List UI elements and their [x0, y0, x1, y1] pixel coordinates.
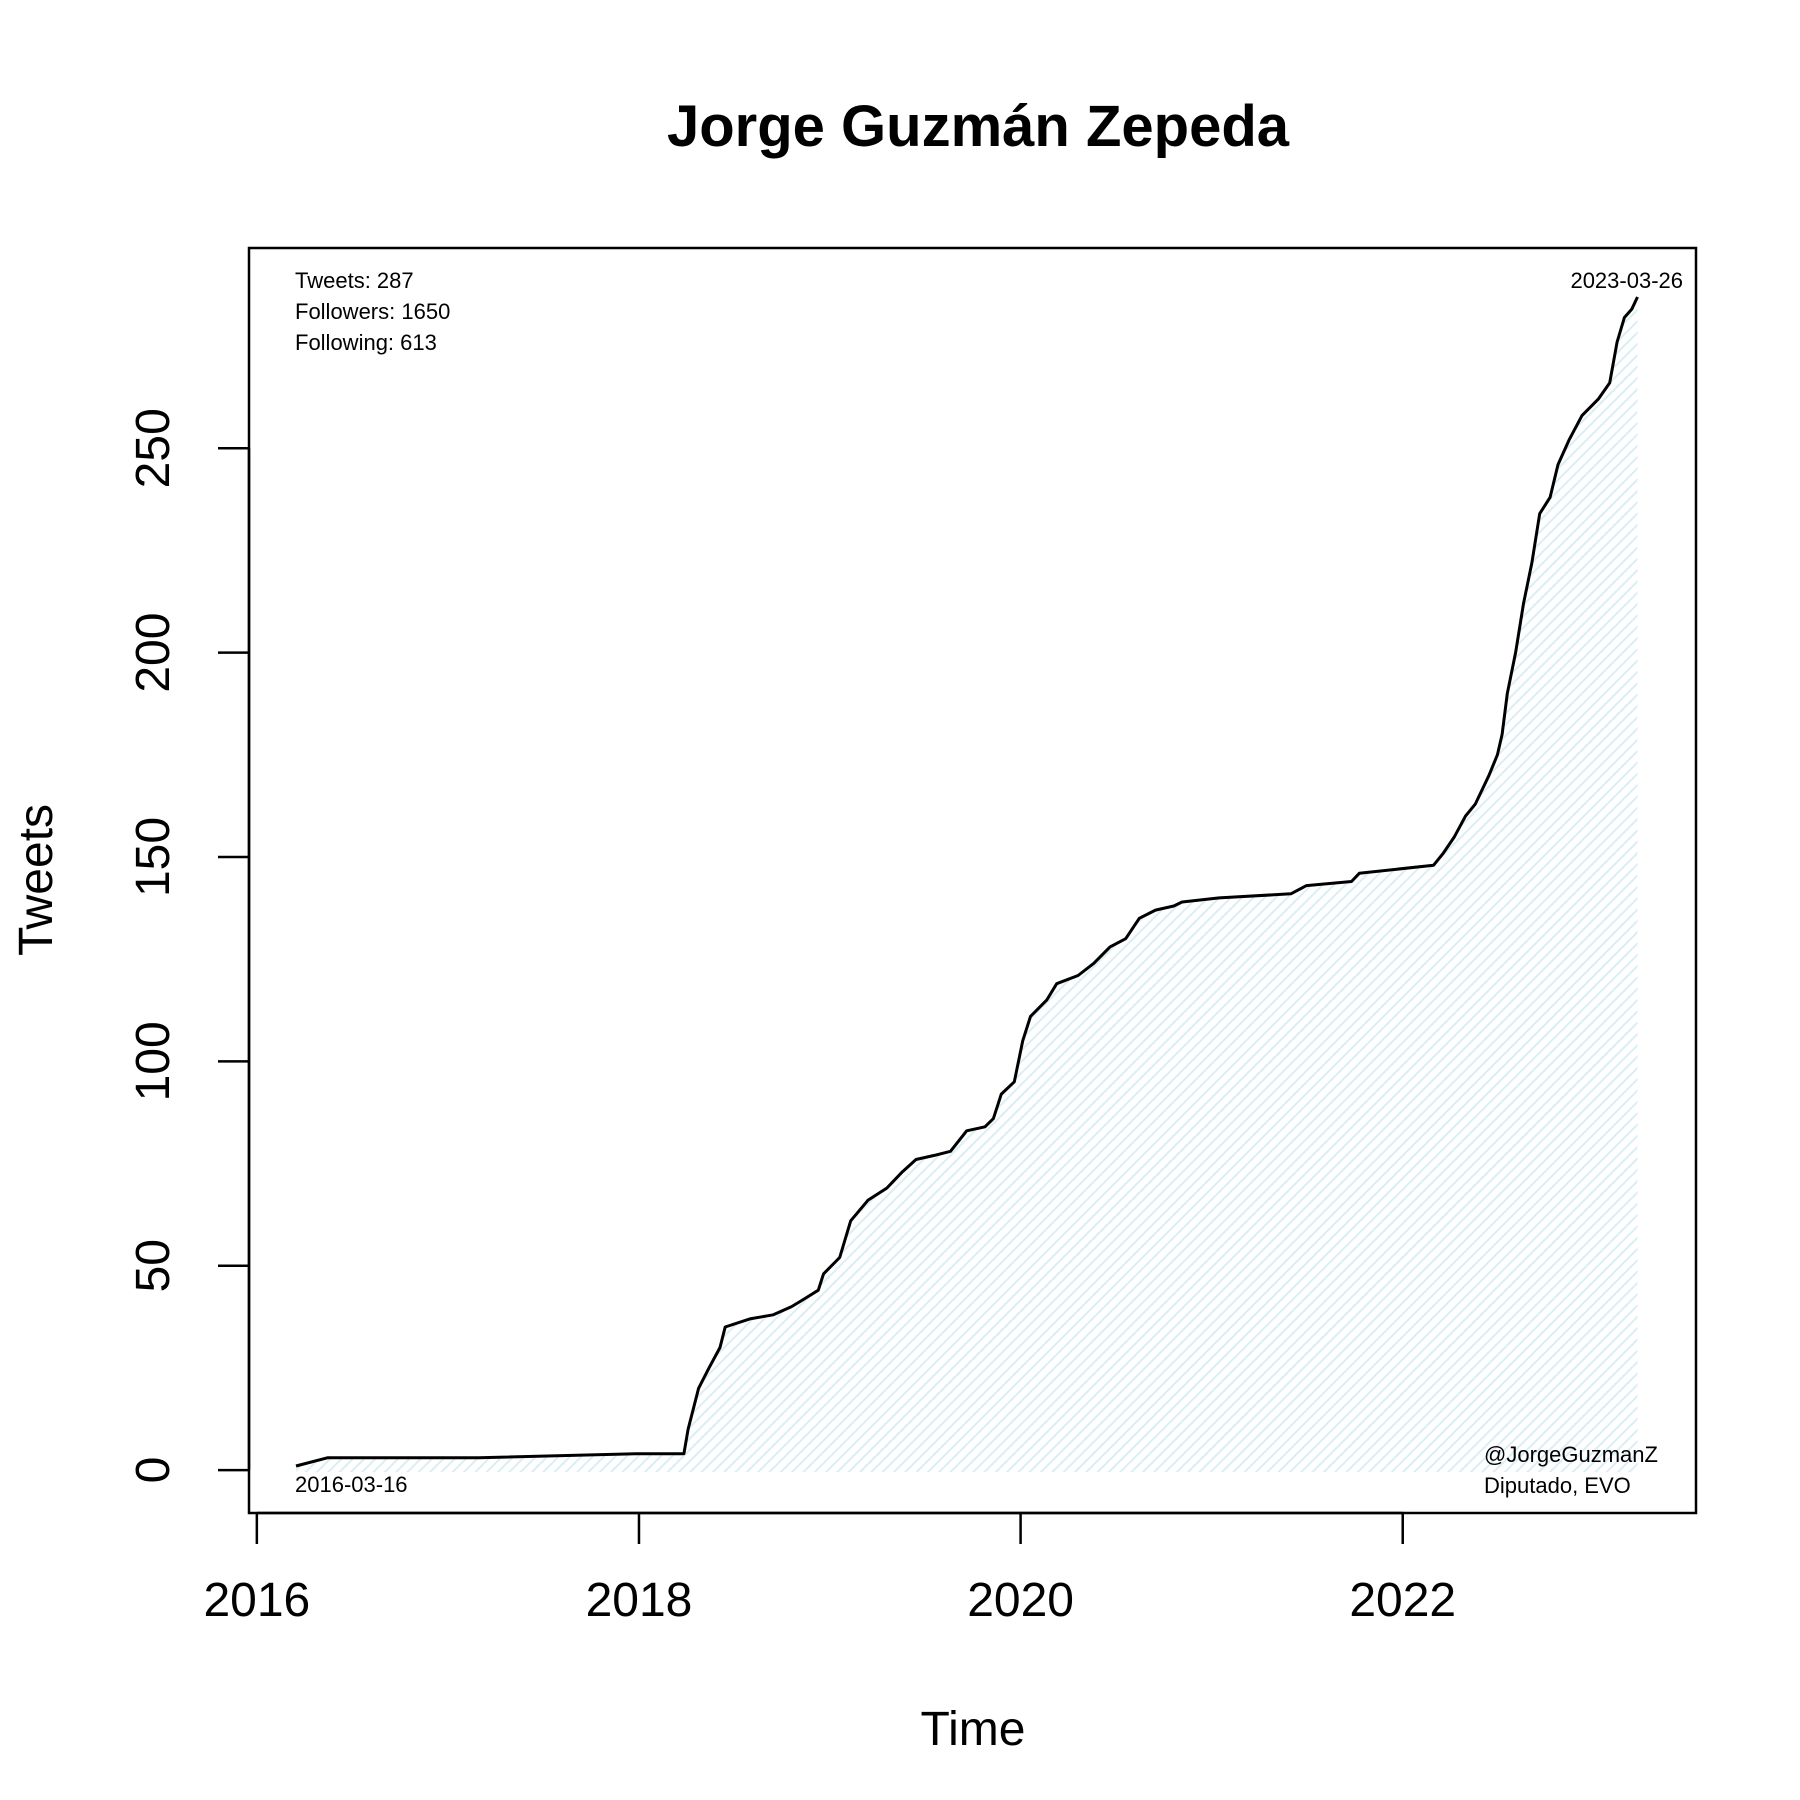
series-line — [295, 296, 1639, 1468]
cumulative-area — [296, 297, 1638, 1473]
area-fill — [296, 297, 1638, 1473]
account-description: Diputado, EVO — [1484, 1473, 1631, 1498]
y-tick-label: 150 — [127, 817, 180, 897]
y-tick-label: 0 — [127, 1457, 180, 1484]
y-tick-label: 50 — [127, 1239, 180, 1292]
account-handle: @JorgeGuzmanZ — [1484, 1442, 1658, 1467]
x-tick-label: 2020 — [967, 1574, 1074, 1627]
y-tick-label: 250 — [127, 408, 180, 488]
y-axis: 0 50 100 150 200 250 — [127, 408, 251, 1484]
stat-followers: Followers: 1650 — [295, 299, 450, 324]
x-axis: 2016 2018 2020 2022 — [203, 1511, 1456, 1627]
y-axis-title: Tweets — [10, 804, 63, 956]
y-tick-label: 100 — [127, 1021, 180, 1101]
cumulative-line — [295, 296, 1639, 1468]
x-tick-label: 2022 — [1349, 1574, 1456, 1627]
x-axis-title: Time — [921, 1703, 1026, 1756]
stat-tweets: Tweets: 287 — [295, 268, 414, 293]
x-tick-label: 2018 — [586, 1574, 693, 1627]
y-tick-label: 200 — [127, 613, 180, 693]
start-date-label: 2016-03-16 — [295, 1472, 408, 1497]
stat-following: Following: 613 — [295, 330, 437, 355]
x-tick-label: 2016 — [203, 1574, 310, 1627]
end-date-label: 2023-03-26 — [1570, 268, 1683, 293]
chart-title: Jorge Guzmán Zepeda — [667, 94, 1290, 159]
